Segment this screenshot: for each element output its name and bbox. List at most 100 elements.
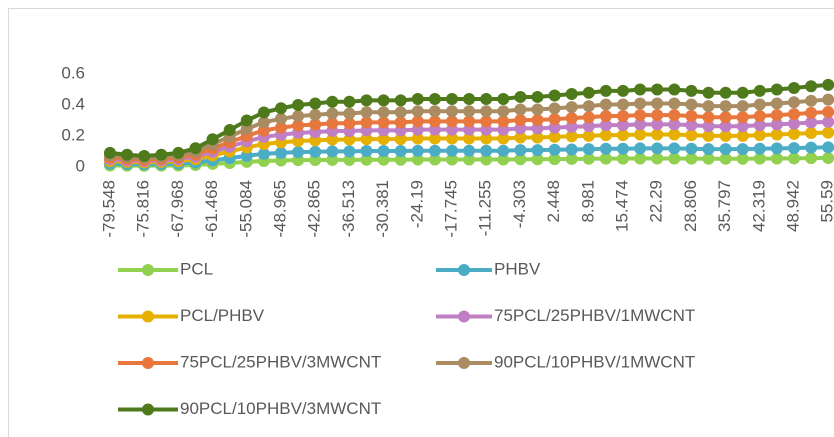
point xyxy=(257,124,270,137)
y-tick-label: 0.6 xyxy=(61,63,85,82)
point xyxy=(668,118,681,131)
point xyxy=(565,152,578,165)
point xyxy=(121,148,134,161)
point xyxy=(155,148,168,161)
point xyxy=(668,109,681,122)
point xyxy=(753,129,766,142)
point xyxy=(343,153,356,166)
point xyxy=(651,97,664,110)
point xyxy=(377,106,390,119)
point xyxy=(753,84,766,97)
x-tick-label: -61.468 xyxy=(202,180,221,238)
point xyxy=(651,128,664,141)
point xyxy=(770,109,783,122)
point xyxy=(411,144,424,157)
point xyxy=(206,133,219,146)
point xyxy=(548,130,561,143)
point xyxy=(360,153,373,166)
point xyxy=(651,109,664,122)
point xyxy=(702,152,715,165)
point xyxy=(411,105,424,118)
legend-label: PCL/PHBV xyxy=(180,306,265,325)
point xyxy=(463,153,476,166)
point xyxy=(634,109,647,122)
x-tick-label: 2.448 xyxy=(544,180,563,223)
point xyxy=(411,92,424,105)
point xyxy=(736,100,749,113)
point xyxy=(822,126,834,139)
x-tick-label: -55.084 xyxy=(236,180,255,238)
point xyxy=(719,100,732,113)
point xyxy=(719,111,732,124)
point xyxy=(360,94,373,107)
point xyxy=(309,154,322,167)
point xyxy=(617,142,629,155)
point xyxy=(394,94,407,107)
legend-marker xyxy=(142,403,154,416)
legend-marker xyxy=(142,357,154,369)
point xyxy=(685,142,698,155)
legend-marker xyxy=(458,310,470,323)
point xyxy=(446,123,458,136)
point xyxy=(736,120,749,133)
point xyxy=(805,116,818,129)
x-tick-label: -42.865 xyxy=(305,180,324,238)
point xyxy=(446,153,458,166)
point xyxy=(651,152,664,165)
x-tick-label: -36.513 xyxy=(339,180,358,238)
point xyxy=(599,98,612,111)
point xyxy=(326,107,339,120)
point xyxy=(736,129,749,142)
legend-label: PCL xyxy=(180,259,213,278)
point xyxy=(617,110,629,123)
point xyxy=(428,105,441,118)
point xyxy=(377,116,390,129)
point xyxy=(531,90,544,103)
point xyxy=(411,132,424,145)
point xyxy=(805,127,818,140)
point xyxy=(668,97,681,110)
point xyxy=(497,92,510,105)
point xyxy=(753,152,766,165)
point xyxy=(480,105,493,118)
point xyxy=(343,95,356,108)
point xyxy=(599,152,612,165)
point xyxy=(377,145,390,158)
point xyxy=(565,143,578,156)
x-tick-label: 35.797 xyxy=(715,180,734,232)
point xyxy=(668,152,681,165)
point xyxy=(668,142,681,155)
legend-label: 75PCL/25PHBV/3MWCNT xyxy=(180,352,381,371)
point xyxy=(668,83,681,96)
point xyxy=(582,143,595,156)
point xyxy=(685,84,698,97)
legend-label: 75PCL/25PHBV/1MWCNT xyxy=(494,306,695,325)
point xyxy=(257,116,270,129)
point xyxy=(788,127,800,140)
point xyxy=(702,120,715,133)
point xyxy=(770,142,783,155)
point xyxy=(651,83,664,96)
point xyxy=(360,133,373,146)
point xyxy=(497,153,510,166)
legend-marker xyxy=(142,264,154,276)
point xyxy=(702,129,715,142)
point xyxy=(240,149,253,162)
point xyxy=(463,105,476,118)
point xyxy=(719,143,732,156)
point xyxy=(770,83,783,96)
point xyxy=(753,98,766,111)
point xyxy=(428,132,441,145)
legend-label: PHBV xyxy=(494,259,541,278)
point xyxy=(275,112,287,125)
legend-label: 90PCL/10PHBV/3MWCNT xyxy=(180,399,381,418)
point xyxy=(309,145,322,158)
x-tick-label: 15.474 xyxy=(612,180,631,232)
point xyxy=(531,131,544,144)
point xyxy=(411,123,424,136)
point xyxy=(788,96,800,109)
point xyxy=(292,146,305,159)
point xyxy=(685,110,698,123)
x-tick-label: -30.381 xyxy=(373,180,392,238)
point xyxy=(702,100,715,113)
